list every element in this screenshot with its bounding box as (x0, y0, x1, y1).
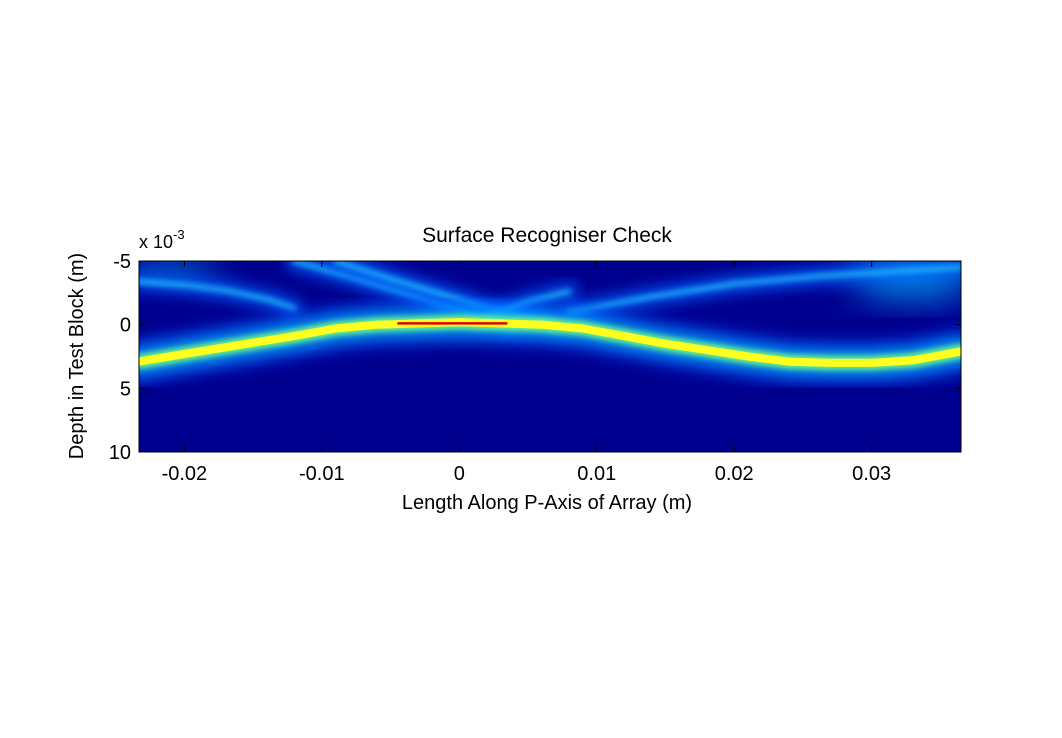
glow-region-1 (139, 261, 219, 278)
plot-area (139, 261, 961, 452)
surface-line-group (139, 299, 961, 386)
x-tick-label-1: -0.01 (299, 463, 345, 485)
y-multiplier-base: x 10 (139, 232, 173, 252)
y-tick-label-0: -5 (113, 251, 131, 273)
x-tick-label-5: 0.03 (852, 463, 891, 485)
artifact-band-3 (139, 278, 297, 311)
y-axis-label: Depth in Test Block (m) (66, 253, 88, 459)
x-tick-label-2: 0 (454, 463, 465, 485)
surface-line (139, 318, 961, 367)
chart-title: Surface Recogniser Check (422, 224, 672, 247)
svg-text:x 10-3: x 10-3 (139, 227, 185, 252)
x-axis-ticks: -0.02 -0.01 0 0.01 0.02 0.03 (162, 261, 891, 485)
y-multiplier: x 10-3 (139, 227, 185, 252)
y-multiplier-exponent: -3 (173, 227, 185, 242)
x-tick-label-4: 0.02 (715, 463, 754, 485)
y-tick-label-1: 0 (120, 315, 131, 337)
artifact-band-4 (566, 264, 961, 315)
y-tick-label-2: 5 (120, 378, 131, 400)
x-axis-label: Length Along P-Axis of Array (m) (402, 492, 692, 514)
x-tick-label-3: 0.01 (577, 463, 616, 485)
y-axis-ticks: -5 0 5 10 (109, 251, 961, 464)
x-tick-label-0: -0.02 (162, 463, 208, 485)
plot-frame (138, 260, 962, 453)
y-tick-label-3: 10 (109, 442, 131, 464)
